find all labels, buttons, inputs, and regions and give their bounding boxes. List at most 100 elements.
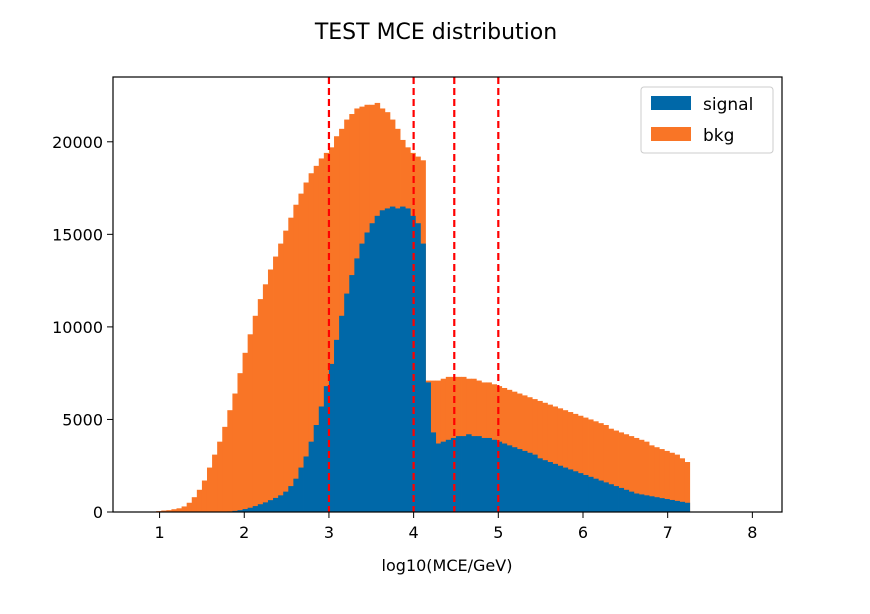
hist-bar-signal	[252, 506, 259, 512]
x-tick-label: 3	[324, 523, 334, 542]
hist-bar-bkg	[659, 449, 665, 512]
legend-swatch-bkg	[651, 127, 691, 141]
hist-bar-bkg	[283, 230, 289, 512]
hist-bar-bkg	[196, 489, 203, 512]
hist-bar-signal	[359, 243, 365, 512]
hist-bar-bkg	[547, 404, 553, 512]
hist-bar-bkg	[669, 452, 675, 512]
y-axis-ticks: 0 5000 10000 15000 20000	[52, 133, 113, 522]
hist-bar-bkg	[237, 373, 243, 512]
hist-bar-signal	[582, 474, 589, 512]
hist-bar-bkg	[222, 426, 228, 512]
hist-bar-signal	[323, 386, 330, 512]
hist-bar-bkg	[562, 410, 569, 512]
hist-bar-signal	[664, 499, 670, 512]
hist-bar-signal	[339, 315, 345, 512]
hist-bar-bkg	[293, 204, 299, 513]
x-tick-label: 2	[239, 523, 249, 542]
hist-bar-bkg	[171, 509, 177, 512]
hist-bar-signal	[273, 497, 279, 512]
hist-bar-bkg	[318, 158, 325, 512]
hist-bar-bkg	[654, 447, 660, 512]
hist-bar-signal	[334, 339, 340, 512]
hist-bar-signal	[684, 502, 691, 512]
hist-bar-bkg	[593, 421, 599, 512]
hist-bar-signal	[577, 473, 584, 512]
hist-bar-signal	[522, 450, 528, 512]
hist-bar-signal	[638, 494, 645, 512]
hist-bar-bkg	[588, 419, 594, 512]
legend: signal bkg	[640, 86, 774, 154]
hist-bar-bkg	[267, 269, 274, 512]
hist-bar-signal	[303, 456, 310, 512]
hist-bar-bkg	[577, 415, 584, 512]
x-tick-label: 1	[154, 523, 164, 542]
hist-bar-signal	[572, 471, 579, 512]
hist-bar-bkg	[212, 454, 218, 512]
hist-bar-signal	[455, 436, 462, 512]
hist-bar-bkg	[313, 165, 320, 512]
hist-bar-signal	[466, 434, 472, 512]
hist-bar-bkg	[334, 136, 340, 512]
hist-bar-bkg	[542, 402, 548, 512]
x-axis-label: log10(MCE/GeV)	[382, 556, 513, 575]
hist-bar-bkg	[217, 441, 223, 512]
hist-bar-signal	[603, 482, 609, 512]
hist-bar-signal	[613, 486, 619, 512]
x-tick-label: 4	[409, 523, 419, 542]
y-tick-label: 0	[93, 503, 103, 522]
hist-bar-signal	[593, 478, 599, 512]
hist-bar-signal	[344, 293, 350, 512]
hist-bar-signal	[461, 436, 467, 512]
hist-bar-signal	[471, 436, 477, 512]
hist-bar-bkg	[298, 193, 304, 513]
hist-bar-signal	[374, 215, 381, 513]
hist-bar-bkg	[191, 497, 198, 512]
hist-bar-bkg	[252, 315, 259, 512]
hist-bar-signal	[349, 275, 355, 512]
hist-bar-bkg	[176, 508, 182, 512]
hist-bar-signal	[420, 243, 426, 512]
hist-bar-bkg	[664, 450, 670, 512]
hist-bar-bkg	[232, 393, 238, 512]
hist-bar-signal	[242, 509, 249, 512]
hist-bar-signal	[542, 460, 548, 512]
hist-bar-bkg	[166, 510, 172, 512]
hist-bar-signal	[389, 206, 396, 512]
hist-bar-signal	[501, 443, 508, 512]
hist-bar-bkg	[552, 406, 558, 512]
x-tick-label: 8	[747, 523, 757, 542]
hist-bar-signal	[557, 465, 564, 512]
hist-bar-bkg	[643, 441, 650, 512]
hist-bar-bkg	[618, 432, 625, 512]
x-tick-label: 7	[663, 523, 673, 542]
hist-bar-bkg	[557, 408, 564, 512]
hist-bar-signal	[633, 493, 640, 512]
reference-lines	[327, 77, 500, 512]
hist-bar-bkg	[674, 454, 680, 512]
hist-bar-signal	[318, 406, 325, 512]
hist-bar-signal	[527, 452, 533, 512]
y-tick-label: 5000	[62, 410, 103, 429]
hist-bar-signal	[598, 480, 604, 512]
hist-bar-bkg	[161, 510, 167, 512]
hist-bar-bkg	[201, 480, 208, 512]
hist-bar-signal	[516, 449, 523, 512]
hist-bar-bkg	[262, 284, 269, 512]
plot-area	[151, 77, 691, 513]
hist-bar-bkg	[582, 417, 589, 512]
hist-bar-signal	[262, 502, 269, 512]
x-axis-ticks: 1 2 3 4 5 6 7 8	[154, 512, 757, 542]
chart-title: TEST MCE distribution	[314, 20, 557, 45]
hist-bar-signal	[532, 454, 538, 512]
axes-frame	[112, 76, 783, 513]
hist-bar-signal	[328, 363, 335, 512]
hist-bar-signal	[511, 447, 518, 512]
hist-bar-bkg	[633, 437, 640, 512]
hist-bar-bkg	[598, 423, 604, 512]
hist-bar-signal	[445, 439, 452, 512]
hist-bar-bkg	[567, 412, 574, 512]
hist-bar-signal	[425, 382, 431, 512]
hist-bar-bkg	[323, 152, 330, 512]
